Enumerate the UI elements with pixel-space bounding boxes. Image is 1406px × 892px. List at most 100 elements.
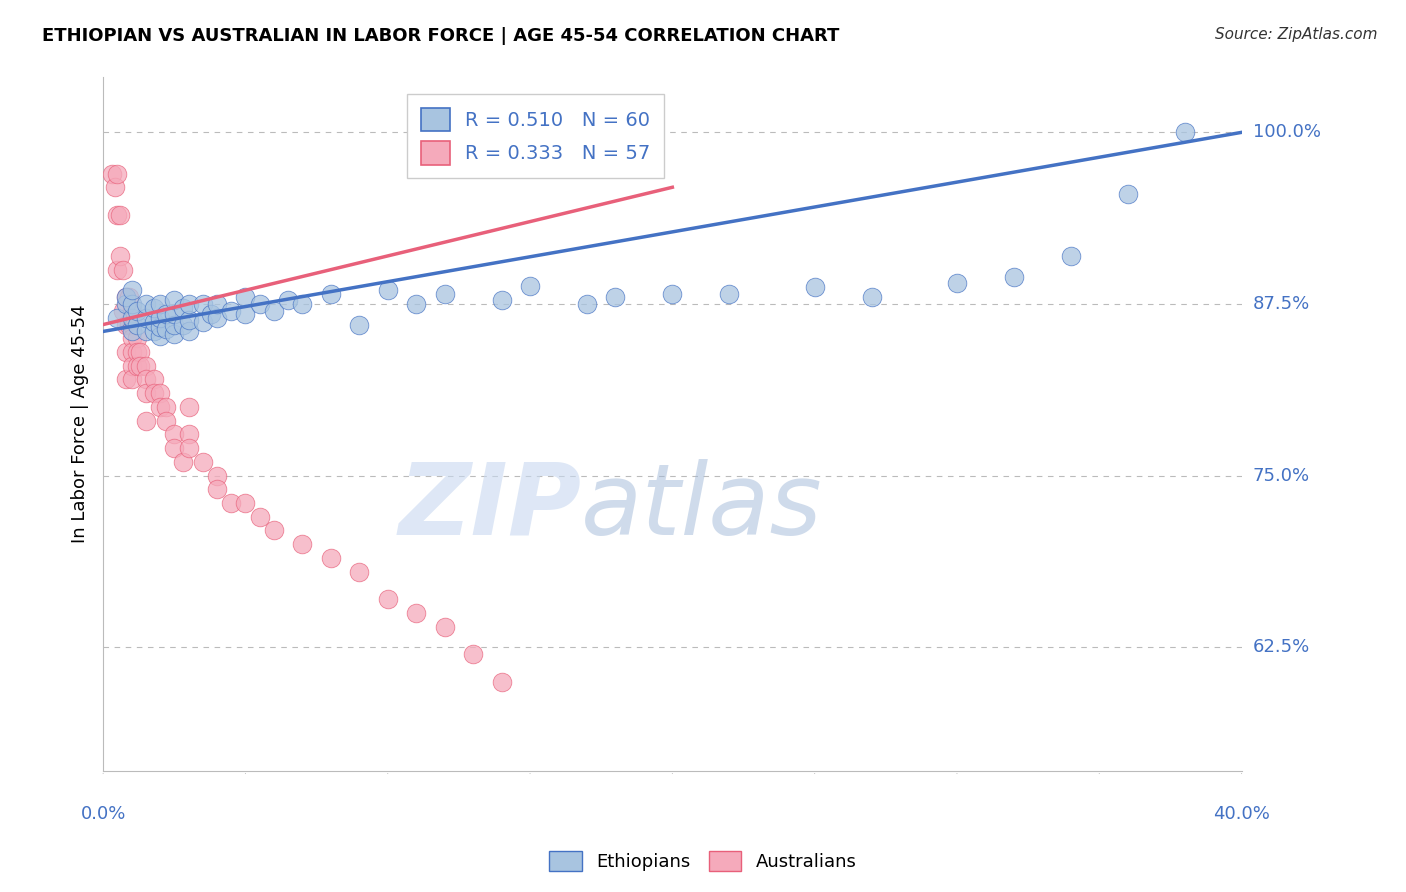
Point bbox=[149, 297, 172, 311]
Point bbox=[135, 359, 157, 373]
Point bbox=[263, 303, 285, 318]
Point bbox=[105, 208, 128, 222]
Point bbox=[718, 287, 741, 301]
Point bbox=[127, 359, 149, 373]
Point bbox=[177, 297, 200, 311]
Text: 62.5%: 62.5% bbox=[1253, 638, 1310, 657]
Point bbox=[149, 328, 172, 343]
Point bbox=[121, 345, 143, 359]
Point bbox=[103, 180, 125, 194]
Point bbox=[433, 619, 456, 633]
Point bbox=[177, 441, 200, 455]
Point bbox=[172, 455, 194, 469]
Point bbox=[860, 290, 883, 304]
Point bbox=[115, 318, 138, 332]
Point bbox=[191, 315, 214, 329]
Point bbox=[105, 262, 128, 277]
Point bbox=[319, 551, 342, 566]
Point bbox=[191, 455, 214, 469]
Point bbox=[143, 315, 166, 329]
Point bbox=[121, 283, 143, 297]
Point bbox=[235, 290, 257, 304]
Legend: R = 0.510   N = 60, R = 0.333   N = 57: R = 0.510 N = 60, R = 0.333 N = 57 bbox=[408, 94, 665, 178]
Point bbox=[121, 359, 143, 373]
Point bbox=[121, 372, 143, 386]
Point bbox=[575, 297, 598, 311]
Point bbox=[291, 297, 314, 311]
Point bbox=[1060, 249, 1083, 263]
Point bbox=[121, 325, 143, 339]
Point bbox=[129, 345, 152, 359]
Point bbox=[127, 303, 149, 318]
Point bbox=[219, 496, 242, 510]
Text: ZIP: ZIP bbox=[398, 458, 581, 556]
Point bbox=[349, 318, 371, 332]
Point bbox=[1174, 125, 1197, 139]
Point bbox=[377, 283, 399, 297]
Text: Source: ZipAtlas.com: Source: ZipAtlas.com bbox=[1215, 27, 1378, 42]
Point bbox=[155, 414, 177, 428]
Point bbox=[121, 297, 143, 311]
Point bbox=[108, 249, 131, 263]
Point bbox=[121, 318, 143, 332]
Point bbox=[946, 277, 969, 291]
Point bbox=[155, 400, 177, 414]
Point bbox=[519, 279, 541, 293]
Point bbox=[115, 290, 138, 304]
Point bbox=[177, 427, 200, 442]
Point bbox=[135, 414, 157, 428]
Point bbox=[105, 167, 128, 181]
Point bbox=[127, 318, 149, 332]
Point bbox=[205, 310, 228, 325]
Point bbox=[1002, 269, 1025, 284]
Point bbox=[127, 345, 149, 359]
Point bbox=[172, 318, 194, 332]
Point bbox=[121, 331, 143, 345]
Point bbox=[135, 372, 157, 386]
Point bbox=[118, 318, 141, 332]
Point bbox=[205, 297, 228, 311]
Point bbox=[177, 400, 200, 414]
Text: atlas: atlas bbox=[581, 458, 823, 556]
Point bbox=[100, 167, 122, 181]
Point bbox=[127, 331, 149, 345]
Point bbox=[135, 297, 157, 311]
Point bbox=[135, 310, 157, 325]
Point bbox=[115, 290, 138, 304]
Point bbox=[803, 280, 825, 294]
Point bbox=[112, 262, 135, 277]
Point bbox=[135, 386, 157, 401]
Point bbox=[263, 524, 285, 538]
Point bbox=[163, 327, 186, 342]
Point bbox=[155, 321, 177, 335]
Point bbox=[149, 310, 172, 325]
Point bbox=[135, 325, 157, 339]
Point bbox=[115, 345, 138, 359]
Point bbox=[433, 287, 456, 301]
Point bbox=[205, 468, 228, 483]
Point bbox=[205, 483, 228, 497]
Text: 87.5%: 87.5% bbox=[1253, 295, 1310, 313]
Point bbox=[115, 297, 138, 311]
Text: 0.0%: 0.0% bbox=[80, 805, 125, 823]
Y-axis label: In Labor Force | Age 45-54: In Labor Force | Age 45-54 bbox=[72, 305, 89, 543]
Point bbox=[377, 592, 399, 607]
Point bbox=[163, 441, 186, 455]
Point bbox=[115, 372, 138, 386]
Point bbox=[249, 297, 271, 311]
Point bbox=[1116, 187, 1139, 202]
Legend: Ethiopians, Australians: Ethiopians, Australians bbox=[543, 844, 863, 879]
Point bbox=[163, 307, 186, 321]
Point bbox=[108, 208, 131, 222]
Point bbox=[277, 293, 299, 307]
Point bbox=[491, 674, 513, 689]
Point bbox=[661, 287, 683, 301]
Point bbox=[235, 307, 257, 321]
Point bbox=[105, 310, 128, 325]
Point bbox=[463, 647, 485, 661]
Point bbox=[121, 310, 143, 325]
Point bbox=[163, 318, 186, 332]
Point bbox=[149, 400, 172, 414]
Point bbox=[143, 301, 166, 315]
Point bbox=[291, 537, 314, 551]
